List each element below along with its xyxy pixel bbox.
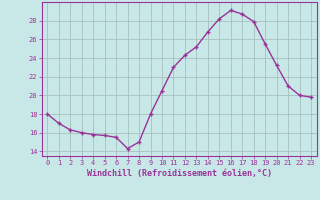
X-axis label: Windchill (Refroidissement éolien,°C): Windchill (Refroidissement éolien,°C)	[87, 169, 272, 178]
